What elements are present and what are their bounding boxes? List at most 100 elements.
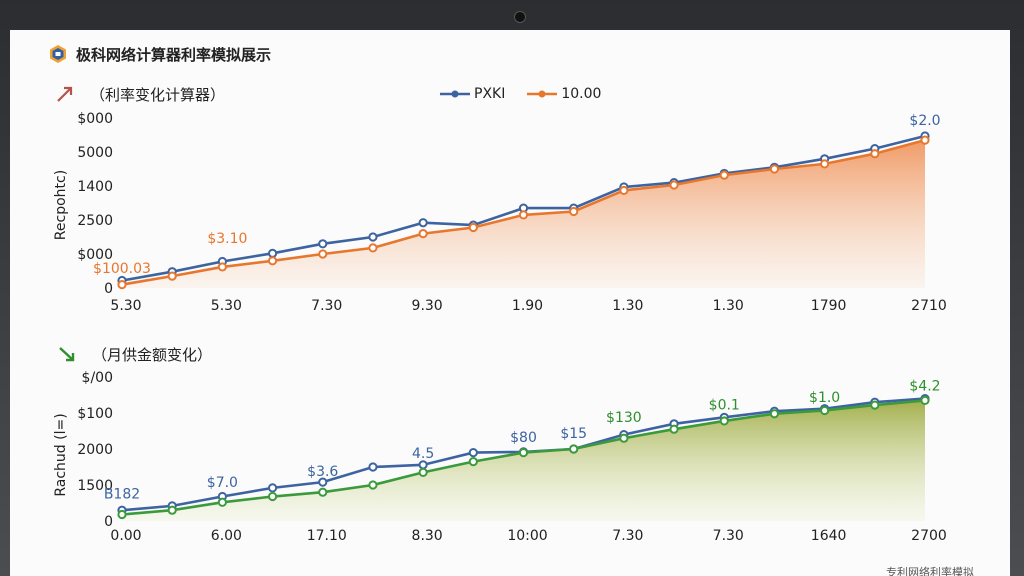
data-label: $7.0	[207, 475, 238, 491]
app-header: 极科网络计算器利率模拟展示	[48, 41, 271, 67]
data-point[interactable]	[267, 483, 278, 493]
data-point[interactable]	[167, 505, 177, 515]
data-point[interactable]	[267, 491, 278, 502]
data-point[interactable]	[217, 262, 227, 272]
data-point[interactable]	[769, 409, 780, 419]
data-point[interactable]	[619, 433, 629, 443]
section-title-rate: （利率变化计算器）	[54, 83, 225, 105]
section-title-rate-text: （利率变化计算器）	[90, 85, 226, 104]
chart-1: 0 1500 2000 $100 $/00 Rachud (l=) 0.00 6.00 17.1…	[53, 370, 947, 544]
app-title: 极科网络计算器利率模拟展示	[76, 45, 272, 64]
y-tick-label: 5000	[77, 145, 113, 161]
data-label: 4.5	[412, 446, 434, 462]
x-tick-label: 5.30	[110, 298, 141, 314]
y-tick-label: 1400	[77, 179, 113, 195]
y-tick-label: 0	[104, 281, 113, 297]
y-tick-label: 2500	[77, 213, 113, 229]
x-tick-label: 1.90	[512, 298, 543, 314]
data-point[interactable]	[820, 159, 830, 169]
legend-item-pxki[interactable]: PXKI	[440, 86, 505, 102]
data-point[interactable]	[820, 405, 830, 416]
data-label: $100.03	[93, 261, 151, 277]
y-tick-label: 0	[104, 514, 113, 530]
legend-label-orange: 10.00	[561, 86, 602, 102]
x-tick-label: 7.30	[612, 528, 643, 544]
y-axis-label: Recpohtc)	[53, 170, 69, 240]
calculator-logo-icon	[50, 45, 66, 63]
data-point[interactable]	[870, 149, 880, 159]
data-label: $2.0	[909, 113, 940, 129]
data-point[interactable]	[518, 210, 529, 220]
legend-swatch-orange	[527, 90, 558, 98]
x-tick-label: 2710	[911, 298, 947, 314]
x-tick-label: 0.00	[110, 528, 141, 544]
x-tick-label: 8.30	[412, 528, 443, 544]
legend-label-pxki: PXKI	[474, 86, 506, 102]
data-point[interactable]	[267, 256, 278, 266]
data-point[interactable]	[769, 164, 780, 174]
x-tick-label: 9.30	[412, 298, 443, 314]
x-tick-label: 2700	[911, 528, 947, 544]
x-tick-label: 5.30	[211, 298, 242, 314]
data-point[interactable]	[117, 280, 127, 290]
data-point[interactable]	[167, 271, 177, 281]
data-point[interactable]	[920, 135, 930, 145]
data-label: $0.1	[709, 397, 740, 413]
chart-legend: PXKI 10.00	[440, 86, 623, 102]
data-point[interactable]	[468, 448, 478, 458]
x-tick-label: 1.30	[612, 298, 643, 314]
data-point[interactable]	[368, 243, 378, 253]
legend-swatch-blue	[440, 90, 470, 98]
data-point[interactable]	[368, 480, 378, 490]
charts-canvas: 0 $000 2500 1400 5000 $000 Recpohtc) 5.30 5.30 7.…	[53, 111, 947, 544]
data-point[interactable]	[217, 497, 227, 507]
legend-item-orange[interactable]: 10.00	[527, 86, 601, 102]
data-point[interactable]	[418, 460, 428, 470]
y-axis-label: Rachud (l=)	[53, 413, 69, 496]
data-point[interactable]	[619, 185, 629, 196]
data-label: $130	[606, 410, 642, 426]
data-point[interactable]	[870, 400, 880, 410]
x-tick-label: 1.30	[713, 298, 744, 314]
data-point[interactable]	[418, 218, 428, 228]
data-point[interactable]	[318, 487, 328, 497]
data-point[interactable]	[418, 229, 428, 239]
data-label: $80	[510, 430, 537, 446]
data-point[interactable]	[418, 467, 428, 477]
data-point[interactable]	[569, 206, 579, 217]
y-tick-label: $/00	[82, 370, 113, 386]
y-tick-label: 2000	[77, 442, 113, 458]
data-point[interactable]	[368, 232, 378, 242]
chart-0: 0 $000 2500 1400 5000 $000 Recpohtc) 5.30 5.30 7.…	[53, 111, 947, 314]
y-tick-label: 1500	[77, 478, 113, 494]
data-point[interactable]	[468, 457, 478, 467]
x-tick-label: 7.30	[713, 528, 744, 544]
data-point[interactable]	[318, 239, 328, 249]
data-label: $4.2	[909, 378, 940, 394]
data-point[interactable]	[117, 509, 127, 520]
data-point[interactable]	[318, 477, 328, 487]
data-point[interactable]	[468, 222, 478, 233]
data-point[interactable]	[669, 424, 679, 434]
screen: 极科网络计算器利率模拟展示 （利率变化计算器） PXKI 10.00	[10, 30, 1010, 576]
x-tick-label: 1790	[811, 298, 847, 314]
webcam-icon	[514, 11, 526, 23]
section-title-payment: （月供金额变化）	[56, 343, 212, 365]
data-point[interactable]	[719, 170, 729, 180]
data-point[interactable]	[518, 448, 529, 458]
data-point[interactable]	[669, 180, 679, 190]
data-point[interactable]	[719, 416, 729, 426]
trend-down-arrow-icon	[59, 347, 75, 362]
data-point[interactable]	[267, 248, 278, 258]
trend-up-arrow-icon	[57, 86, 73, 102]
data-point[interactable]	[368, 462, 378, 472]
data-label: $15	[560, 426, 587, 442]
x-tick-label: 17.10	[307, 528, 347, 544]
x-tick-label: 1640	[811, 528, 847, 544]
data-label: $3.6	[307, 464, 338, 480]
data-label: B182	[104, 487, 140, 503]
data-point[interactable]	[318, 249, 328, 259]
x-tick-label: 6.00	[211, 528, 242, 544]
data-point[interactable]	[569, 444, 579, 454]
data-point[interactable]	[920, 395, 930, 405]
